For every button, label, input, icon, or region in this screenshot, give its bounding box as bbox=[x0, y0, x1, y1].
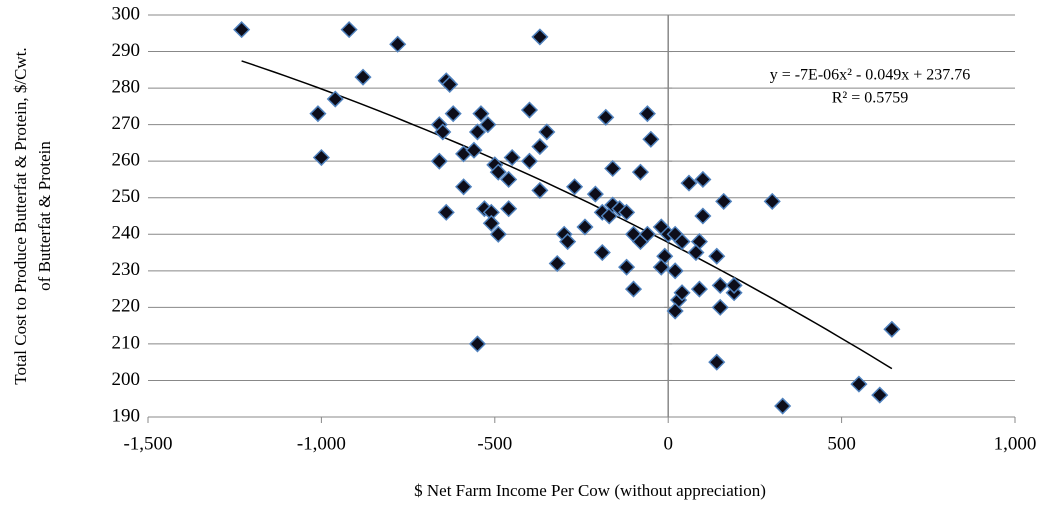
point bbox=[708, 353, 726, 371]
point bbox=[520, 101, 539, 119]
point bbox=[566, 178, 584, 196]
point bbox=[652, 258, 670, 276]
point bbox=[465, 141, 483, 159]
point bbox=[593, 243, 611, 262]
point bbox=[618, 258, 636, 276]
point bbox=[489, 163, 507, 181]
point bbox=[673, 284, 691, 302]
point bbox=[468, 335, 487, 353]
point bbox=[715, 192, 733, 210]
y-tick-label: 230 bbox=[112, 259, 141, 280]
point bbox=[638, 225, 656, 243]
x-tick-label: 500 bbox=[827, 433, 856, 454]
y-tick-label: 200 bbox=[112, 369, 141, 390]
point bbox=[309, 105, 327, 123]
point bbox=[638, 105, 656, 123]
point bbox=[666, 262, 684, 280]
point bbox=[472, 105, 490, 123]
point bbox=[520, 152, 539, 170]
point bbox=[763, 192, 781, 210]
y-tick-label: 300 bbox=[112, 3, 141, 24]
point bbox=[354, 68, 372, 86]
point bbox=[233, 21, 251, 39]
point bbox=[694, 170, 712, 189]
trendline-equation: y = -7E-06x² - 0.049x + 237.76 bbox=[770, 67, 971, 84]
point bbox=[538, 123, 556, 141]
point bbox=[586, 185, 604, 203]
y-tick-label: 210 bbox=[112, 332, 141, 353]
point bbox=[597, 108, 615, 126]
point bbox=[666, 302, 684, 320]
point bbox=[482, 214, 500, 232]
point bbox=[531, 28, 549, 46]
x-tick-label: -500 bbox=[477, 433, 512, 454]
point bbox=[624, 280, 643, 298]
point bbox=[871, 386, 889, 404]
point bbox=[642, 130, 660, 148]
point bbox=[531, 181, 549, 199]
y-tick-label: 240 bbox=[112, 223, 141, 244]
point bbox=[618, 203, 636, 221]
x-tick-label: -1,000 bbox=[297, 433, 346, 454]
trendline-r2: R² = 0.5759 bbox=[832, 90, 909, 107]
point bbox=[604, 159, 622, 178]
point bbox=[340, 21, 358, 39]
point bbox=[774, 397, 792, 415]
point bbox=[631, 163, 650, 181]
y-tick-label: 290 bbox=[112, 40, 141, 61]
y-tick-label: 190 bbox=[112, 405, 141, 426]
point bbox=[687, 243, 705, 262]
point bbox=[850, 375, 868, 393]
point bbox=[711, 298, 729, 316]
point bbox=[673, 233, 691, 251]
x-axis-label: $ Net Farm Income Per Cow (without appre… bbox=[414, 481, 766, 500]
point bbox=[489, 225, 507, 243]
point bbox=[441, 75, 459, 93]
point bbox=[479, 116, 497, 134]
point bbox=[468, 123, 487, 141]
point bbox=[711, 276, 729, 294]
point bbox=[694, 207, 712, 225]
point bbox=[434, 123, 452, 141]
x-tick-label: -1,500 bbox=[123, 433, 172, 454]
point bbox=[444, 105, 462, 123]
point bbox=[883, 320, 901, 338]
y-axis-label: of Butterfat & Protein bbox=[35, 141, 54, 291]
point bbox=[389, 35, 407, 53]
point bbox=[455, 178, 473, 196]
point bbox=[559, 233, 577, 251]
x-tick-label: 1,000 bbox=[994, 433, 1037, 454]
point bbox=[548, 254, 566, 273]
point bbox=[500, 200, 518, 218]
y-tick-label: 260 bbox=[112, 150, 141, 171]
y-tick-label: 220 bbox=[112, 296, 141, 317]
point bbox=[708, 247, 726, 265]
point bbox=[500, 170, 518, 189]
point bbox=[690, 280, 708, 298]
x-tick-label: 0 bbox=[663, 433, 673, 454]
point bbox=[576, 218, 594, 236]
y-tick-label: 280 bbox=[112, 76, 141, 97]
y-axis-label: Total Cost to Produce Butterfat & Protei… bbox=[11, 47, 30, 384]
point bbox=[430, 152, 448, 170]
point bbox=[437, 203, 455, 221]
point bbox=[680, 174, 698, 192]
y-tick-label: 250 bbox=[112, 186, 141, 207]
point bbox=[503, 148, 521, 167]
y-tick-label: 270 bbox=[112, 113, 141, 134]
point bbox=[326, 90, 344, 108]
point bbox=[312, 148, 330, 167]
point bbox=[531, 138, 549, 156]
trendline bbox=[241, 60, 893, 370]
point bbox=[725, 276, 743, 294]
